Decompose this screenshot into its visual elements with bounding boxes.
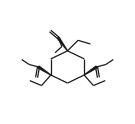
- Polygon shape: [38, 66, 51, 75]
- Polygon shape: [57, 37, 68, 51]
- Polygon shape: [84, 66, 97, 75]
